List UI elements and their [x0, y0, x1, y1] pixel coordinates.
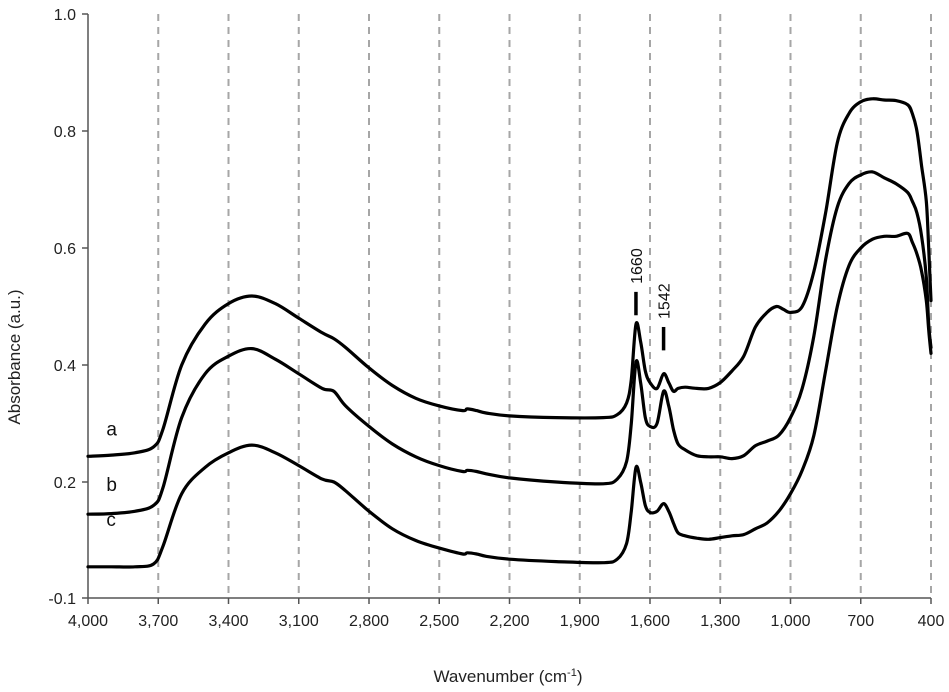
x-axis-title-superscript: -1 [567, 667, 577, 679]
peak-label-1542: 1542 [657, 283, 674, 319]
x-tick-label: 4,000 [68, 613, 108, 630]
x-axis-title: Wavenumber (cm-1) [434, 667, 583, 686]
peak-label-1660: 1660 [629, 248, 646, 284]
x-tick-label: 1,000 [770, 613, 810, 630]
series-label-a: a [106, 419, 117, 440]
series-line-a [86, 97, 933, 458]
y-tick-label: 0.8 [54, 124, 76, 141]
y-tick-label: 0.6 [54, 241, 76, 258]
axis-layer [82, 13, 932, 604]
series-layer [86, 97, 933, 569]
x-axis-title-main: Wavenumber (cm [434, 667, 568, 686]
grid-layer [157, 14, 932, 598]
label-layer: 4,000 3,700 3,400 3,100 2,800 2,500 2,200 1,900… [48, 7, 944, 630]
y-axis-title: Absorbance (a.u.) [5, 289, 24, 424]
series-label-b: b [106, 475, 117, 496]
y-tick-label: 0.4 [54, 358, 76, 375]
y-tick-label: -0.1 [48, 591, 76, 608]
x-tick-label: 1,300 [700, 613, 740, 630]
x-tick-label: 2,500 [419, 613, 459, 630]
x-tick-label: 1,600 [630, 613, 670, 630]
x-axis-title-suffix: ) [577, 667, 583, 686]
series-line-c [86, 231, 933, 569]
x-tick-label: 2,200 [489, 613, 529, 630]
x-tick-label: 3,700 [138, 613, 178, 630]
x-tick-label: 3,100 [279, 613, 319, 630]
x-tick-label: 2,800 [349, 613, 389, 630]
x-tick-label: 700 [847, 613, 874, 630]
series-label-c: c [106, 510, 116, 531]
x-tick-label: 3,400 [208, 613, 248, 630]
y-tick-label: 0.2 [54, 475, 76, 492]
y-tick-label: 1.0 [54, 7, 76, 24]
x-tick-label: 1,900 [560, 613, 600, 630]
series-line-b [86, 170, 933, 516]
x-tick-label: 400 [918, 613, 945, 630]
